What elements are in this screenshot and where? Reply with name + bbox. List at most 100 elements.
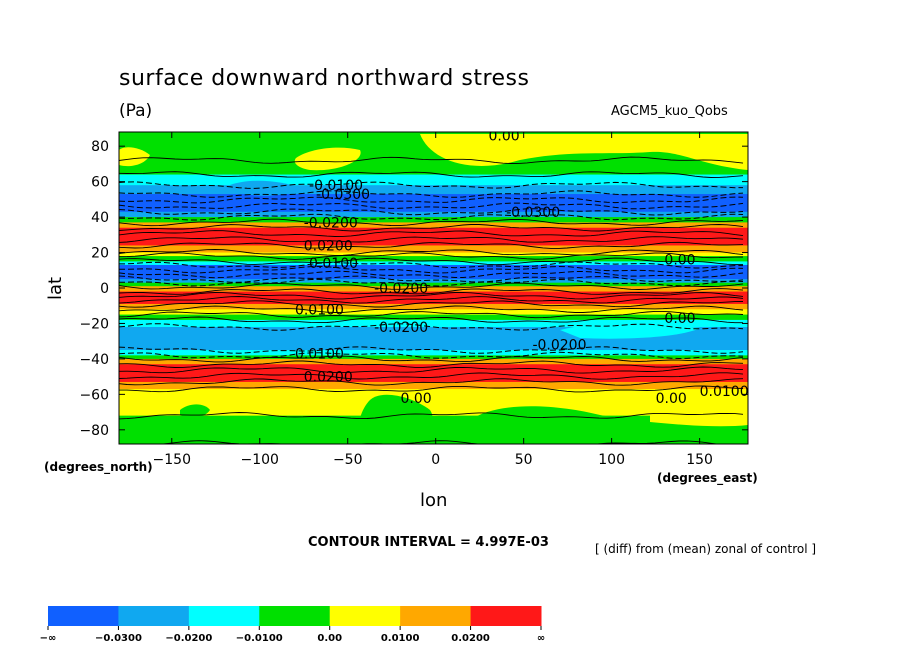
colorbar-swatch-5 [400, 606, 472, 626]
contour-line-17-1 [119, 296, 744, 304]
contour-line-15-0 [119, 282, 744, 290]
contour-line-1-0 [119, 171, 744, 178]
colorbar-label-7: ∞ [537, 633, 545, 644]
contour-line-19-0 [119, 310, 744, 319]
y-axis: 80 60 40 20 0 −20 −40 −60 −80 [79, 139, 748, 439]
contour-band-14 [119, 279, 748, 284]
y-tick-label-0: 80 [91, 139, 109, 155]
contour-band-3 [119, 185, 748, 195]
contour-band-28 [119, 389, 748, 417]
contour-blob-0 [420, 134, 748, 170]
contour-line-16-0 [119, 288, 744, 295]
colorbar-label-5: 0.0100 [381, 633, 420, 644]
y-tick-label-3: 20 [91, 246, 109, 262]
contour-line-26-0 [119, 378, 744, 386]
contour-band-26 [119, 364, 748, 383]
contour-label-16: 0.00 [656, 391, 687, 407]
contour-band-27 [119, 381, 748, 390]
contour-band-7 [119, 222, 748, 229]
colorbar-swatch-3 [259, 606, 331, 626]
contour-line-25-0 [119, 360, 744, 368]
x-tick-label-0: −150 [153, 452, 191, 468]
colorbar-swatch-4 [329, 606, 401, 626]
contour-label-11: 0.0100 [295, 347, 344, 363]
contour-line-20-0 [119, 316, 743, 324]
x-tick-label-5: 100 [598, 452, 625, 468]
contour-band-17 [119, 291, 748, 305]
colorbar: −∞ −0.0300 −0.0200 −0.0100 0.00 0.0100 0.0200 ∞ [40, 606, 545, 644]
contour-band-9 [119, 245, 748, 254]
contour-line-5-0 [119, 213, 744, 221]
contour-line-2-0 [119, 181, 744, 189]
contour-line-9-0 [119, 249, 744, 256]
colorbar-label-6: 0.0200 [451, 633, 490, 644]
contour-band-12 [119, 261, 748, 266]
y-tick-label-5: −20 [79, 316, 109, 332]
contour-line-12-0 [119, 261, 743, 269]
x-tick-label-4: 50 [515, 452, 533, 468]
model-name: AGCM5_kuo_Qobs [611, 104, 728, 119]
chart-units: (Pa) [119, 101, 153, 121]
contour-blob-2 [119, 147, 150, 167]
contour-line-18-0 [119, 305, 744, 313]
colorbar-swatch-6 [470, 606, 542, 626]
colorbar-label-2: −0.0200 [165, 633, 212, 644]
x-tick-label-1: −100 [241, 452, 279, 468]
contour-line-29-0 [119, 440, 721, 444]
contour-line-17-2 [119, 291, 744, 300]
y-tick-label-4: 0 [100, 281, 109, 297]
y-tick-label-7: −60 [79, 387, 109, 403]
contour-blob-1 [294, 147, 361, 171]
contour-label-layer: 0.00-0.0100-0.0300-0.02000.02000.0100-0.… [295, 132, 749, 407]
contour-label-5: 0.0100 [309, 256, 358, 272]
contour-band-16 [119, 286, 748, 293]
contour-band-23 [119, 350, 748, 356]
contour-band-5 [119, 211, 748, 218]
contour-label-8: 0.0100 [295, 302, 344, 318]
colorbar-label-4: 0.00 [317, 633, 342, 644]
chart-title: surface downward northward stress [119, 66, 530, 91]
contour-line-layer [119, 156, 744, 444]
contour-blob-5 [180, 404, 210, 418]
contour-interval: CONTOUR INTERVAL = 4.997E-03 [308, 535, 549, 550]
contour-line-8-1 [119, 236, 744, 243]
contour-blob-8 [560, 323, 700, 339]
contour-line-4-0 [119, 208, 744, 216]
contour-label-2: -0.0300 [316, 187, 370, 203]
contour-band-2 [119, 174, 748, 186]
colorbar-label-3: −0.0100 [236, 633, 283, 644]
contour-label-10: 0.00 [664, 311, 695, 327]
colorbar-label-0: −∞ [40, 633, 57, 644]
contour-band-21 [119, 319, 748, 328]
contour-label-15: -0.0200 [532, 338, 586, 354]
x-tick-label-2: −50 [333, 452, 363, 468]
difference-description: [ (diff) from (mean) zonal of control ] [595, 542, 817, 556]
y-tick-label-2: 40 [91, 210, 109, 226]
contour-line-23-0 [119, 351, 744, 360]
contour-label-12: 0.0200 [304, 370, 353, 386]
contour-band-11 [119, 256, 748, 263]
colorbar-swatch-0 [48, 606, 119, 626]
contour-line-11-0 [119, 257, 743, 266]
contour-band-25 [119, 358, 748, 365]
contour-line-4-2 [119, 196, 744, 204]
contour-blob-3 [358, 394, 433, 444]
contour-line-0-0 [119, 156, 744, 164]
contour-band-24 [119, 355, 748, 360]
contour-label-14: -0.0300 [506, 205, 560, 221]
y-tick-label-6: −40 [79, 352, 109, 368]
contour-line-22-0 [119, 346, 744, 354]
contour-label-1: -0.0100 [309, 178, 363, 194]
x-axis-label: lon [420, 490, 448, 511]
contour-label-17: 0.0100 [700, 384, 749, 400]
contour-line-8-2 [119, 230, 744, 237]
contour-line-17-0 [119, 300, 744, 308]
contour-label-3: -0.0200 [304, 215, 358, 231]
x-units-label: (degrees_north) [44, 460, 153, 474]
x-axis: −150 −100 −50 0 50 100 150 [153, 132, 713, 468]
contour-label-7: 0.00 [664, 253, 695, 269]
contour-label-4: 0.0200 [304, 238, 353, 254]
y-units-label: (degrees_east) [657, 471, 758, 485]
contour-band-10 [119, 252, 748, 257]
